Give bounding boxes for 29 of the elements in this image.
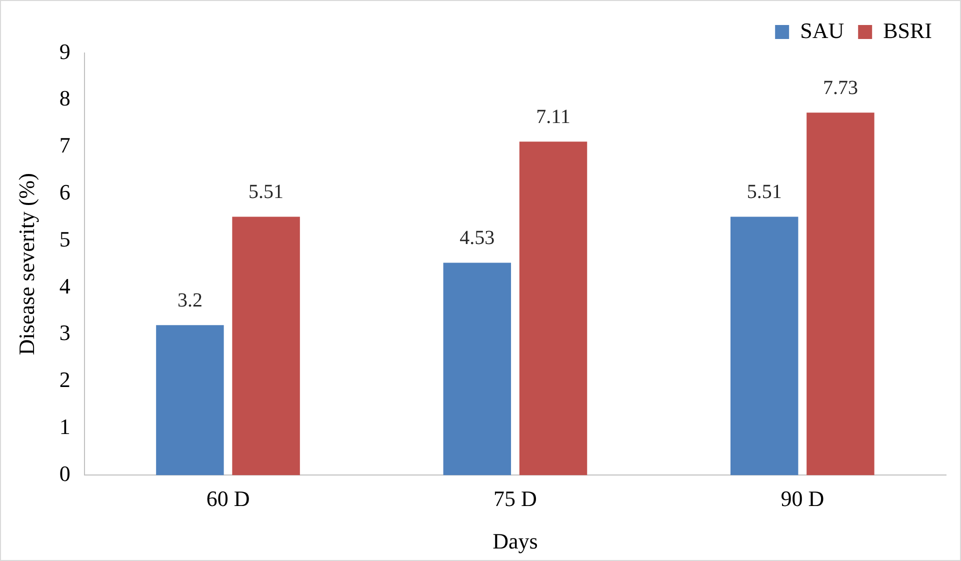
y-tick-label: 8 xyxy=(59,86,70,111)
y-tick-label: 9 xyxy=(59,38,70,64)
bar xyxy=(730,216,798,476)
y-tick-label: 3 xyxy=(59,320,70,346)
y-axis-title: Disease severity (%) xyxy=(14,173,39,356)
bar xyxy=(232,216,300,476)
bar xyxy=(156,325,224,476)
y-tick-label: 0 xyxy=(59,460,70,486)
y-tick-label: 1 xyxy=(59,414,70,440)
data-label: 7.73 xyxy=(822,76,858,99)
data-label: 5.51 xyxy=(248,180,284,203)
data-label: 5.51 xyxy=(746,180,782,203)
y-tick-label: 5 xyxy=(59,226,70,252)
data-label: 3.2 xyxy=(177,289,202,312)
bar xyxy=(519,142,588,476)
x-tick-label: 75 D xyxy=(494,486,537,512)
x-tick-label: 90 D xyxy=(780,486,824,512)
legend-label: BSRI xyxy=(883,18,932,43)
y-tick-label: 7 xyxy=(59,132,70,158)
y-tick-label: 6 xyxy=(59,180,70,205)
x-axis-title: Days xyxy=(492,528,538,554)
y-tick-label: 4 xyxy=(59,273,70,298)
bar xyxy=(806,112,874,476)
y-tick-label: 2 xyxy=(59,367,70,392)
data-label: 4.53 xyxy=(460,226,495,249)
x-tick-label: 60 D xyxy=(206,486,250,512)
legend-label: SAU xyxy=(800,18,844,43)
bar xyxy=(443,262,512,476)
data-label: 7.11 xyxy=(536,106,570,128)
